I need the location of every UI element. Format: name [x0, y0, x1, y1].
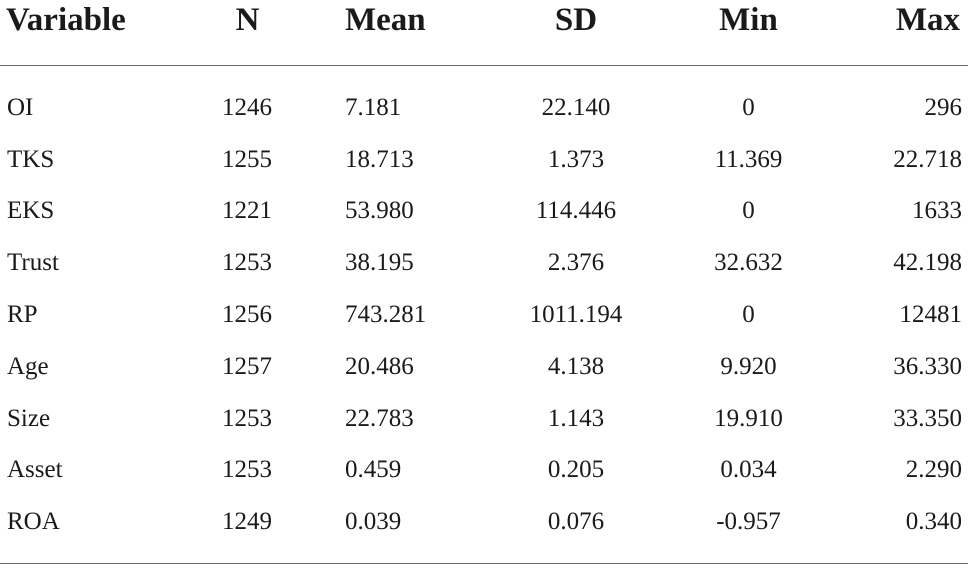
cell-max: 36.330	[893, 352, 962, 380]
cell-variable: RP	[7, 301, 38, 329]
cell-variable: Asset	[7, 456, 63, 484]
table-row: Asset 1253 0.459 0.205 0.034 2.290	[0, 445, 968, 497]
header-divider	[0, 65, 968, 66]
cell-sd: 0.205	[547, 456, 605, 484]
cell-sd: 4.138	[547, 352, 605, 380]
cell-sd: 114.446	[535, 197, 617, 225]
cell-n: 1253	[222, 249, 272, 277]
table-row: TKS 1255 18.713 1.373 11.369 22.718	[0, 134, 968, 186]
cell-min: 0	[742, 197, 755, 225]
cell-mean: 0.039	[345, 508, 402, 536]
cell-n: 1256	[222, 301, 272, 329]
cell-n: 1221	[222, 197, 272, 225]
bottom-divider	[0, 563, 968, 564]
table-row: Trust 1253 38.195 2.376 32.632 42.198	[0, 237, 968, 289]
cell-min: 0.034	[720, 456, 777, 484]
header-row: Variable N Mean SD Min Max	[0, 0, 968, 40]
table-header: Variable N Mean SD Min Max	[0, 0, 968, 44]
cell-variable: Trust	[7, 249, 59, 277]
cell-min: -0.957	[716, 508, 781, 536]
cell-sd: 1.373	[547, 145, 605, 173]
cell-n: 1249	[222, 508, 272, 536]
header-sd: SD	[554, 2, 598, 38]
cell-sd: 0.076	[547, 508, 605, 536]
cell-variable: EKS	[7, 197, 55, 225]
cell-n: 1257	[222, 352, 272, 380]
table-row: ROA 1249 0.039 0.076 -0.957 0.340	[0, 496, 968, 548]
cell-variable: Size	[7, 404, 51, 432]
cell-min: 9.920	[720, 352, 777, 380]
cell-variable: ROA	[7, 508, 60, 536]
cell-mean: 53.980	[345, 197, 414, 225]
cell-mean: 20.486	[345, 352, 414, 380]
table-row: EKS 1221 53.980 114.446 0 1633	[0, 186, 968, 238]
cell-sd: 22.140	[541, 93, 611, 121]
cell-max: 2.290	[905, 456, 962, 484]
cell-sd: 1.143	[547, 404, 605, 432]
cell-mean: 18.713	[345, 145, 414, 173]
cell-variable: Age	[7, 352, 49, 380]
cell-min: 0	[742, 93, 755, 121]
cell-min: 0	[742, 301, 755, 329]
cell-n: 1255	[222, 145, 272, 173]
table-row: RP 1256 743.281 1011.194 0 12481	[0, 289, 968, 341]
cell-n: 1246	[222, 93, 272, 121]
cell-max: 12481	[899, 301, 963, 329]
cell-mean: 22.783	[345, 404, 414, 432]
cell-sd: 1011.194	[529, 301, 623, 329]
cell-max: 1633	[912, 197, 962, 225]
table-row: OI 1246 7.181 22.140 0 296	[0, 82, 968, 134]
cell-mean: 38.195	[345, 249, 414, 277]
cell-mean: 0.459	[345, 456, 402, 484]
cell-n: 1253	[222, 456, 272, 484]
cell-max: 33.350	[893, 404, 962, 432]
cell-n: 1253	[222, 404, 272, 432]
cell-max: 0.340	[905, 508, 962, 536]
table-row: Age 1257 20.486 4.138 9.920 36.330	[0, 341, 968, 393]
header-max: Max	[895, 2, 960, 38]
cell-max: 22.718	[893, 145, 962, 173]
header-n: N	[235, 2, 260, 38]
table-body: OI 1246 7.181 22.140 0 296 TKS 1255 18.7…	[0, 82, 968, 548]
cell-mean: 743.281	[345, 301, 427, 329]
cell-min: 19.910	[714, 404, 783, 432]
header-mean: Mean	[345, 2, 426, 38]
cell-min: 11.369	[714, 145, 783, 173]
cell-max: 296	[924, 93, 963, 121]
table-row: Size 1253 22.783 1.143 19.910 33.350	[0, 393, 968, 445]
header-min: Min	[719, 2, 778, 38]
cell-mean: 7.181	[345, 93, 402, 121]
cell-variable: OI	[7, 93, 34, 121]
header-variable: Variable	[6, 2, 126, 38]
cell-variable: TKS	[7, 145, 55, 173]
cell-min: 32.632	[714, 249, 783, 277]
cell-max: 42.198	[893, 249, 962, 277]
cell-sd: 2.376	[547, 249, 605, 277]
